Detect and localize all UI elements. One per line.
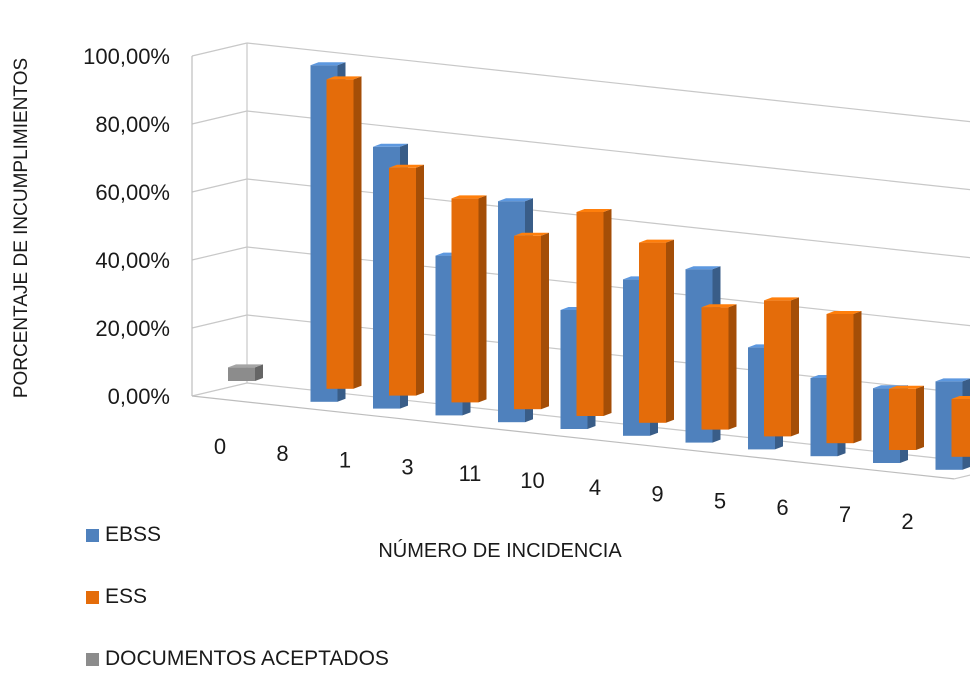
bar-front <box>327 79 354 388</box>
bar-side <box>916 386 924 450</box>
legend-label-ebss: EBSS <box>105 523 161 547</box>
side-gridline <box>192 111 247 124</box>
y-tick-label: 0,00% <box>108 384 170 409</box>
side-gridline <box>192 179 247 192</box>
bar-front <box>827 314 854 443</box>
x-tick-label: 5 <box>714 488 726 513</box>
x-tick-label: 0 <box>214 434 226 459</box>
x-axis-title: NÚMERO DE INCIDENCIA <box>378 539 622 562</box>
y-tick-label: 100,00% <box>83 44 170 69</box>
x-tick-label: 1 <box>339 448 351 473</box>
x-tick-label: 6 <box>776 495 788 520</box>
x-tick-label: 9 <box>651 482 663 507</box>
bar-side <box>354 76 362 388</box>
bar-side <box>604 209 612 416</box>
legend-swatch-documentos-aceptados <box>86 653 99 666</box>
bar-front <box>389 168 416 396</box>
bar-side <box>854 311 862 443</box>
bar-side <box>666 240 674 423</box>
side-gridline <box>192 315 247 328</box>
side-gridline <box>192 383 247 396</box>
legend-label-documentos-aceptados: DOCUMENTOS ACEPTADOS <box>105 647 389 671</box>
bar-front <box>952 399 970 457</box>
bar-side <box>416 165 424 396</box>
bar-front <box>639 243 666 423</box>
y-tick-label: 20,00% <box>95 316 170 341</box>
x-tick-label: 4 <box>589 475 601 500</box>
y-tick-label: 80,00% <box>95 112 170 137</box>
bar-front <box>514 236 541 409</box>
legend-item-documentos-aceptados: DOCUMENTOS ACEPTADOS <box>86 644 389 674</box>
bar-side <box>729 304 737 429</box>
legend: EBSS ESS DOCUMENTOS ACEPTADOS <box>86 520 389 674</box>
x-tick-label: 7 <box>839 502 851 527</box>
legend-label-ess: ESS <box>105 585 147 609</box>
bar-front <box>764 300 791 436</box>
legend-item-ebss: EBSS <box>86 520 389 550</box>
legend-swatch-ess <box>86 591 99 604</box>
y-tick-label: 40,00% <box>95 248 170 273</box>
legend-item-ess: ESS <box>86 582 389 612</box>
bar-front <box>577 212 604 416</box>
y-tick-label: 60,00% <box>95 180 170 205</box>
x-tick-label: 3 <box>401 454 413 479</box>
bar-side <box>791 297 799 436</box>
x-tick-label: 11 <box>459 461 482 486</box>
bar-front <box>702 307 729 429</box>
bar-front <box>889 389 916 450</box>
x-tick-label: 8 <box>276 441 288 466</box>
side-gridline <box>192 43 247 56</box>
bar-side <box>541 233 549 409</box>
bar-side <box>479 195 487 402</box>
x-tick-label: 2 <box>901 509 913 534</box>
bar-front <box>452 198 479 402</box>
side-gridline <box>192 247 247 260</box>
bar-front <box>228 367 255 381</box>
y-axis-title: PORCENTAJE DE INCUMPLIMIENTOS <box>11 58 32 398</box>
x-tick-label: 10 <box>520 468 544 493</box>
legend-swatch-ebss <box>86 529 99 542</box>
